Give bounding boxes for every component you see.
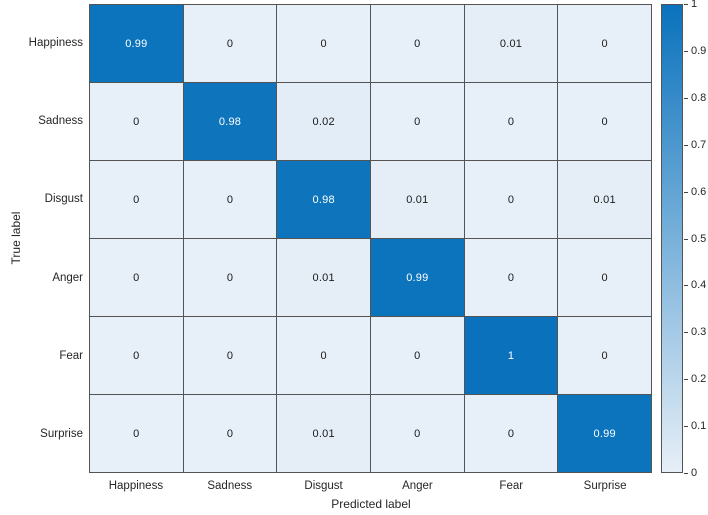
- colorbar-tick-mark: [684, 191, 688, 193]
- matrix-cell-Disgust-Disgust: 0.98: [277, 161, 370, 238]
- y-tick-label-Happiness: Happiness: [28, 37, 83, 50]
- matrix-cell-Surprise-Anger: 0: [370, 395, 464, 472]
- colorbar-tick-label-0.7: 0.7: [691, 138, 707, 151]
- x-tick-label-Sadness: Sadness: [207, 480, 253, 492]
- colorbar-tick-label-0.5: 0.5: [691, 232, 707, 245]
- x-tick-label-Disgust: Disgust: [304, 480, 343, 492]
- matrix-cell-Surprise-Fear: 0: [464, 395, 558, 472]
- matrix-cell-Fear-Happiness: 0: [90, 317, 183, 394]
- colorbar-tick-label-0.4: 0.4: [691, 279, 707, 292]
- matrix-cell-Fear-Sadness: 0: [183, 317, 277, 394]
- colorbar: [661, 4, 683, 473]
- colorbar-tick-label-0: 0: [691, 467, 698, 479]
- matrix-cell-Fear-Disgust: 0: [277, 317, 370, 394]
- matrix-cell-Sadness-Surprise: 0: [558, 83, 651, 160]
- colorbar-tick-mark: [684, 144, 688, 146]
- matrix-cell-Anger-Fear: 0: [464, 239, 558, 316]
- matrix-cell-Happiness-Surprise: 0: [558, 5, 651, 82]
- colorbar-tick-mark: [684, 332, 688, 334]
- colorbar-tick-label-0.3: 0.3: [691, 326, 707, 339]
- matrix-cell-Sadness-Disgust: 0.02: [277, 83, 370, 160]
- matrix-cell-Happiness-Anger: 0: [370, 5, 464, 82]
- y-axis-title: True label: [9, 211, 23, 265]
- y-tick-label-Fear: Fear: [59, 349, 83, 362]
- matrix-cell-Disgust-Anger: 0.01: [370, 161, 464, 238]
- matrix-cell-Anger-Happiness: 0: [90, 239, 183, 316]
- x-tick-label-Anger: Anger: [402, 480, 433, 492]
- colorbar-tick-mark: [684, 426, 688, 428]
- colorbar-tick-label-1: 1: [691, 0, 698, 10]
- y-tick-label-Anger: Anger: [52, 271, 83, 284]
- matrix-cell-Anger-Disgust: 0.01: [277, 239, 370, 316]
- colorbar-tick-mark: [684, 285, 688, 287]
- colorbar-tick-mark: [684, 379, 688, 381]
- matrix-cell-Fear-Surprise: 0: [558, 317, 651, 394]
- colorbar-tick-mark: [684, 50, 688, 52]
- colorbar-tick-mark: [684, 97, 688, 99]
- matrix-cell-Fear-Fear: 1: [464, 317, 558, 394]
- x-tick-label-Happiness: Happiness: [108, 480, 164, 492]
- matrix-cell-Sadness-Anger: 0: [370, 83, 464, 160]
- matrix-cell-Anger-Sadness: 0: [183, 239, 277, 316]
- colorbar-tick-label-0.1: 0.1: [691, 420, 707, 433]
- colorbar-tick-mark: [684, 238, 688, 240]
- colorbar-tick-mark: [684, 4, 688, 5]
- matrix-cell-Sadness-Sadness: 0.98: [183, 83, 277, 160]
- matrix-cell-Fear-Anger: 0: [370, 317, 464, 394]
- colorbar-tick-label-0.9: 0.9: [691, 44, 707, 57]
- colorbar-tick-label-0.2: 0.2: [691, 373, 707, 386]
- matrix-cell-Happiness-Happiness: 0.99: [90, 5, 183, 82]
- matrix-cell-Disgust-Fear: 0: [464, 161, 558, 238]
- matrix-cell-Sadness-Fear: 0: [464, 83, 558, 160]
- colorbar-tick-mark: [684, 473, 688, 474]
- matrix-cell-Surprise-Surprise: 0.99: [558, 395, 651, 472]
- x-tick-label-Surprise: Surprise: [583, 480, 627, 492]
- y-tick-label-Surprise: Surprise: [40, 427, 83, 440]
- matrix-cell-Anger-Surprise: 0: [558, 239, 651, 316]
- matrix-cell-Surprise-Happiness: 0: [90, 395, 183, 472]
- matrix-cell-Happiness-Sadness: 0: [183, 5, 277, 82]
- matrix-cell-Disgust-Sadness: 0: [183, 161, 277, 238]
- colorbar-tick-label-0.8: 0.8: [691, 91, 707, 104]
- matrix-cell-Happiness-Disgust: 0: [277, 5, 370, 82]
- colorbar-tick-label-0.6: 0.6: [691, 185, 707, 198]
- matrix-cell-Surprise-Sadness: 0: [183, 395, 277, 472]
- matrix-cell-Surprise-Disgust: 0.01: [277, 395, 370, 472]
- y-tick-label-Sadness: Sadness: [38, 115, 83, 128]
- y-tick-label-Disgust: Disgust: [44, 193, 83, 206]
- matrix-cell-Sadness-Happiness: 0: [90, 83, 183, 160]
- x-axis-title: Predicted label: [331, 497, 411, 511]
- matrix-cell-Happiness-Fear: 0.01: [464, 5, 558, 82]
- x-tick-label-Fear: Fear: [499, 480, 524, 492]
- confusion-matrix-grid: 0.99 0 0 0 0.01 0 0 0.98 0.02 0 0 0 0 0 0.98 0.01 0 0.01 0…: [89, 4, 652, 473]
- matrix-cell-Disgust-Happiness: 0: [90, 161, 183, 238]
- matrix-cell-Anger-Anger: 0.99: [370, 239, 464, 316]
- matrix-cell-Disgust-Surprise: 0.01: [558, 161, 651, 238]
